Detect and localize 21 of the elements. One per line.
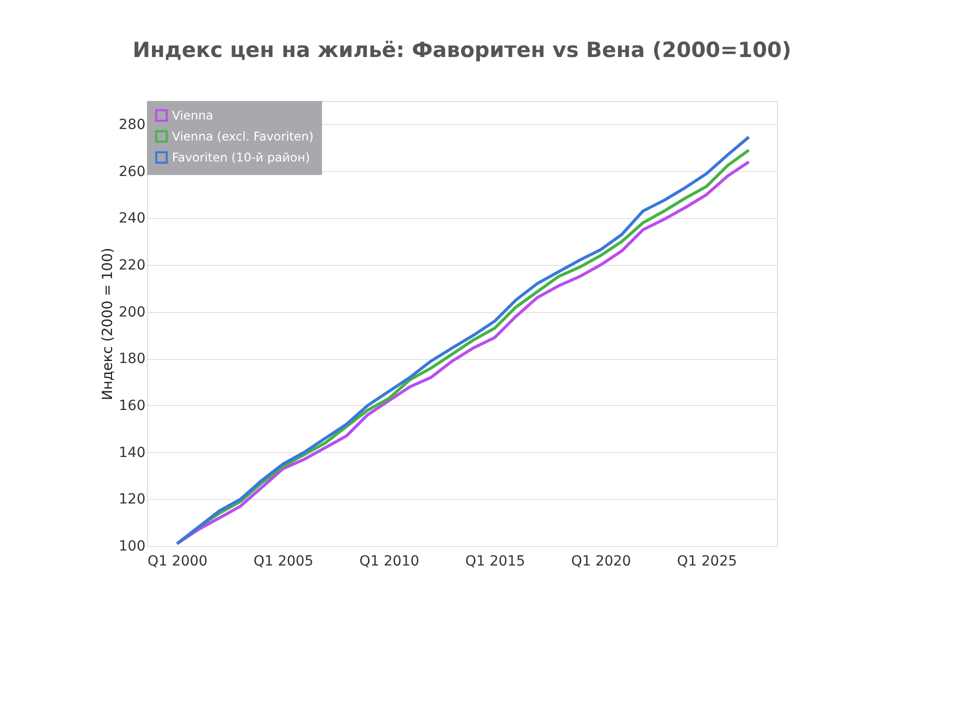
y-tick-label: 180 bbox=[118, 351, 146, 368]
y-tick-label: 260 bbox=[118, 164, 146, 180]
y-tick-label: 140 bbox=[118, 444, 146, 461]
legend-label: Favoriten (10-й район) bbox=[172, 150, 310, 164]
x-tick-label: Q1 2015 bbox=[465, 554, 526, 570]
y-tick-label: 160 bbox=[118, 398, 146, 414]
y-tick-label: 240 bbox=[118, 210, 146, 227]
chart-title: Индекс цен на жильё: Фаворитен vs Вена (2000=100) bbox=[132, 38, 792, 62]
x-tick-label: Q1 2020 bbox=[571, 554, 632, 570]
legend-label: Vienna (excl. Favoriten) bbox=[172, 130, 314, 144]
legend-label: Vienna bbox=[172, 108, 214, 122]
y-tick-label: 100 bbox=[118, 538, 146, 554]
y-axis-title: Индекс (2000 = 100) bbox=[100, 248, 116, 400]
x-tick-label: Q1 2010 bbox=[359, 554, 420, 570]
y-tick-label: 200 bbox=[118, 304, 146, 320]
x-tick-label: Q1 2005 bbox=[253, 554, 314, 570]
y-tick-label: 220 bbox=[118, 257, 146, 274]
y-tick-label: 120 bbox=[118, 492, 146, 508]
y-tick-label: 280 bbox=[118, 116, 146, 133]
x-tick-label: Q1 2000 bbox=[148, 554, 208, 570]
x-tick-label: Q1 2025 bbox=[676, 554, 738, 570]
